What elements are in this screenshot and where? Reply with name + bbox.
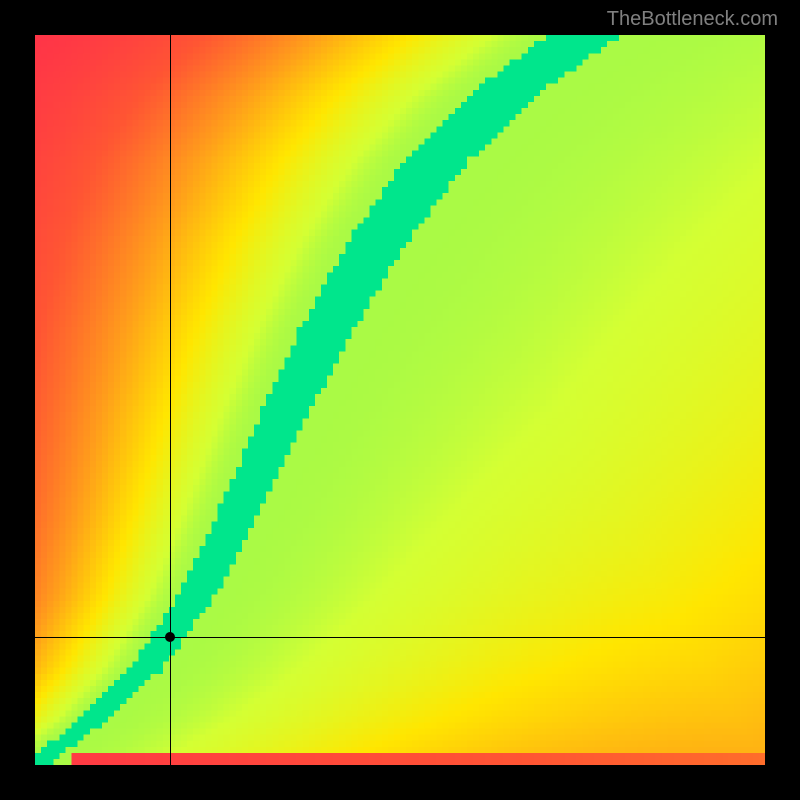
crosshair-horizontal [35, 637, 765, 638]
crosshair-marker [165, 632, 175, 642]
crosshair-vertical [170, 35, 171, 765]
heatmap-canvas [35, 35, 765, 765]
heatmap-plot [35, 35, 765, 765]
watermark-text: TheBottleneck.com [607, 8, 778, 31]
